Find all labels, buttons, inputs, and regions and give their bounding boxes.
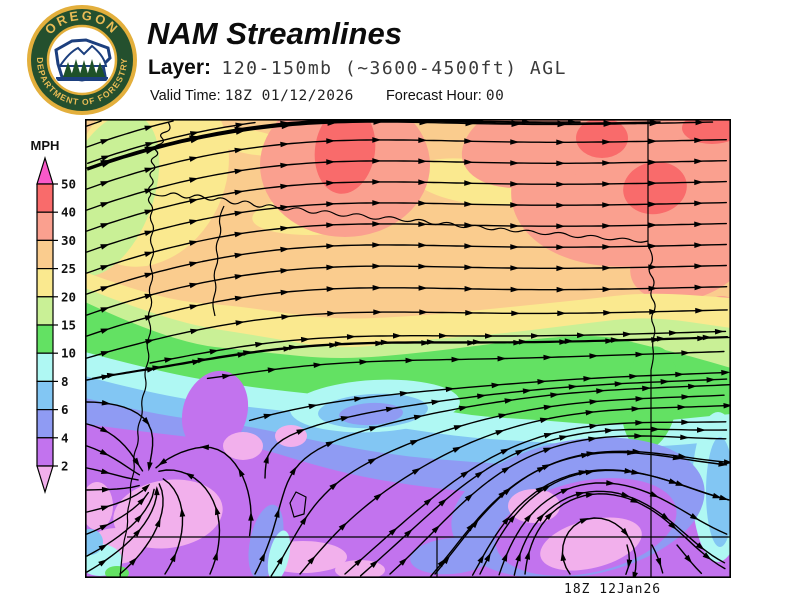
- map-timestamp: 18Z 12Jan26: [564, 582, 662, 597]
- layer-value: 120-150mb (~3600-4500ft) AGL: [221, 58, 567, 79]
- logo-emblem: [54, 38, 112, 82]
- svg-text:50: 50: [61, 177, 76, 192]
- svg-text:10: 10: [61, 346, 76, 361]
- svg-text:30: 30: [61, 233, 76, 248]
- svg-text:20: 20: [61, 289, 76, 304]
- forecast-hour-value: 00: [485, 88, 505, 104]
- svg-text:15: 15: [61, 318, 76, 333]
- emblem-ground: [56, 77, 108, 81]
- svg-text:6: 6: [61, 402, 69, 417]
- odf-logo: OREGON DEPARTMENT OF FORESTRY: [27, 5, 137, 115]
- trees-icon: [62, 59, 106, 78]
- svg-text:4: 4: [61, 430, 69, 445]
- svg-text:40: 40: [61, 205, 76, 220]
- svg-text:8: 8: [61, 374, 69, 389]
- wind-speed-legend: MPH 50 40 30 25 20 15 10 8 6 4 2: [31, 138, 76, 495]
- svg-text:25: 25: [61, 261, 76, 276]
- valid-time-line: Valid Time: 18Z 01/12/2026 Forecast Hour…: [150, 88, 504, 104]
- svg-text:MPH: MPH: [31, 138, 60, 153]
- mountain-icon: [58, 44, 108, 67]
- layer-label: Layer:: [148, 56, 212, 79]
- forecast-hour-label: Forecast Hour:: [385, 88, 482, 104]
- valid-time-value: 18Z 01/12/2026: [224, 88, 354, 104]
- layer-line: Layer: 120-150mb (~3600-4500ft) AGL: [148, 56, 567, 80]
- page-title: NAM Streamlines: [147, 16, 402, 51]
- valid-time-label: Valid Time:: [150, 88, 221, 104]
- svg-text:2: 2: [61, 459, 69, 474]
